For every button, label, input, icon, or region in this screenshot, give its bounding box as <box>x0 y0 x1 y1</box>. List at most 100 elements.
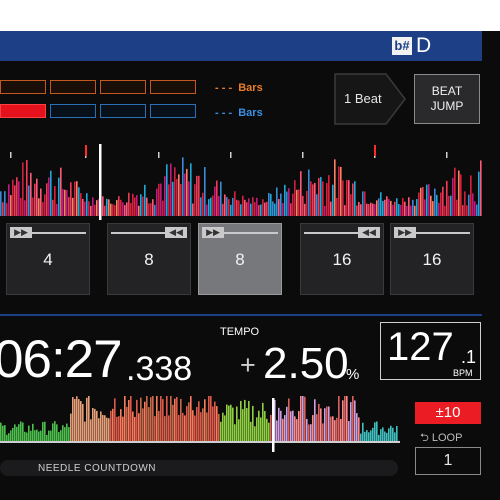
waveform-bar <box>444 205 446 216</box>
beat-jump-pad[interactable]: ▶▶ 8 <box>198 223 282 295</box>
waveform-bar <box>336 198 338 216</box>
overview-bar <box>178 414 180 441</box>
overview-bar <box>312 415 314 441</box>
waveform-bar <box>436 194 438 216</box>
overview-bar <box>332 416 334 441</box>
waveform-bar <box>240 204 242 216</box>
waveform-bar <box>12 179 14 216</box>
overview-bar <box>192 410 194 441</box>
waveform-bar <box>108 199 110 216</box>
waveform-bar <box>344 205 346 216</box>
waveform-bar <box>234 191 236 216</box>
elapsed-time: 06:27 <box>0 330 123 389</box>
overview-bar <box>250 421 252 441</box>
waveform-bar <box>392 204 394 216</box>
waveform-bar <box>204 167 206 216</box>
bar-segment <box>150 104 196 118</box>
overview-bar <box>82 403 84 441</box>
waveform-zoom[interactable] <box>0 140 482 220</box>
waveform-bar <box>416 199 418 216</box>
pad-value: 4 <box>43 250 53 269</box>
beat-size-arrow[interactable] <box>334 73 406 125</box>
overview-bar <box>38 431 40 441</box>
overview-bar <box>154 416 156 441</box>
waveform-bar <box>52 199 54 216</box>
waveform-bar <box>58 177 60 216</box>
overview-bar <box>304 396 306 441</box>
overview-bar <box>346 396 348 441</box>
pad-value: 8 <box>235 250 245 269</box>
beat-jump-pad[interactable]: ▶▶ 16 <box>390 223 474 295</box>
waveform-bar <box>378 198 380 216</box>
waveform-bar <box>370 202 372 216</box>
beat-jump-button[interactable]: BEAT JUMP <box>414 74 480 124</box>
waveform-bar <box>258 205 260 216</box>
overview-bar <box>88 396 90 441</box>
bar-segment <box>50 80 96 94</box>
overview-bar <box>356 413 358 441</box>
overview-bar <box>76 396 78 441</box>
overview-bar <box>146 396 148 441</box>
waveform-bar <box>144 184 146 216</box>
musical-key: D <box>416 34 432 57</box>
waveform-bar <box>36 178 38 216</box>
overview-bar <box>260 417 262 441</box>
overview-bar <box>376 421 378 441</box>
tempo-sign: + <box>240 350 256 380</box>
waveform-bar <box>82 198 84 216</box>
waveform-bar <box>166 164 168 216</box>
waveform-bar <box>452 177 454 216</box>
waveform-bar <box>110 203 112 216</box>
waveform-bar <box>410 205 412 216</box>
beat-jump-pad[interactable]: ▶▶ 4 <box>6 223 90 295</box>
waveform-bar <box>172 181 174 216</box>
beat-jump-label-1: BEAT <box>431 84 463 98</box>
beat-jump-pad[interactable]: ◀◀ 8 <box>107 223 191 295</box>
overview-bar <box>220 421 222 441</box>
loop-bars-blue <box>0 104 196 118</box>
waveform-bar <box>176 178 178 216</box>
waveform-bar <box>122 202 124 216</box>
overview-bar <box>166 396 168 441</box>
waveform-bar <box>404 201 406 216</box>
waveform-bar <box>238 200 240 216</box>
overview-bar <box>294 416 296 441</box>
overview-bar <box>186 406 188 441</box>
waveform-bar <box>154 204 156 216</box>
beat-jump-pad[interactable]: ◀◀ 16 <box>300 223 384 295</box>
waveform-bar <box>478 171 480 216</box>
waveform-bar <box>88 201 90 216</box>
waveform-bar <box>128 192 130 216</box>
waveform-bar <box>314 182 316 216</box>
waveform-bar <box>20 198 22 216</box>
overview-bar <box>374 422 376 441</box>
playhead <box>99 144 102 220</box>
waveform-bar <box>346 179 348 216</box>
waveform-bar <box>226 197 228 216</box>
waveform-bar <box>474 201 476 216</box>
overview-bar <box>98 418 100 441</box>
overview-bar <box>22 422 24 441</box>
overview-bar <box>128 400 130 441</box>
tempo-range-badge[interactable]: ±10 <box>415 402 481 424</box>
waveform-bar <box>50 170 52 216</box>
top-margin <box>0 0 500 31</box>
fast-forward-icon: ▶▶ <box>394 227 416 238</box>
overview-bar <box>126 406 128 441</box>
needle-search-bar[interactable] <box>0 460 398 476</box>
waveform-bar <box>264 202 266 216</box>
waveform-bar <box>232 197 234 216</box>
waveform-bar <box>384 199 386 216</box>
waveform-bar <box>284 184 286 216</box>
overview-bar <box>258 410 260 441</box>
loop-count[interactable]: 1 <box>415 447 481 475</box>
waveform-bar <box>390 200 392 216</box>
overview-bar <box>114 398 116 441</box>
waveform-bar <box>14 185 16 216</box>
waveform-overview[interactable] <box>0 396 400 452</box>
overview-bar <box>92 407 94 441</box>
waveform-bar <box>150 203 152 216</box>
overview-bar <box>200 412 202 441</box>
waveform-bar <box>312 184 314 216</box>
waveform-bar <box>456 199 458 216</box>
